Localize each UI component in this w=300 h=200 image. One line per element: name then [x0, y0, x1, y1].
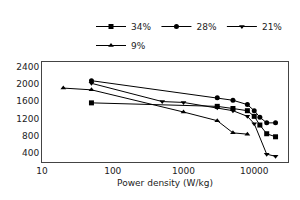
svg-text:800: 800: [22, 131, 39, 141]
svg-text:2000: 2000: [16, 79, 39, 89]
svg-text:10000: 10000: [240, 166, 269, 176]
svg-text:100: 100: [104, 166, 121, 176]
svg-text:Power density (W/kg): Power density (W/kg): [117, 178, 213, 188]
svg-text:1200: 1200: [16, 114, 39, 124]
svg-text:10: 10: [36, 166, 48, 176]
svg-text:9%: 9%: [131, 41, 146, 51]
svg-text:28%: 28%: [196, 22, 216, 32]
svg-text:1000: 1000: [172, 166, 195, 176]
svg-text:2400: 2400: [16, 62, 39, 72]
svg-text:34%: 34%: [131, 22, 151, 32]
svg-text:400: 400: [22, 148, 39, 158]
svg-text:1600: 1600: [16, 96, 39, 106]
svg-text:21%: 21%: [262, 22, 282, 32]
